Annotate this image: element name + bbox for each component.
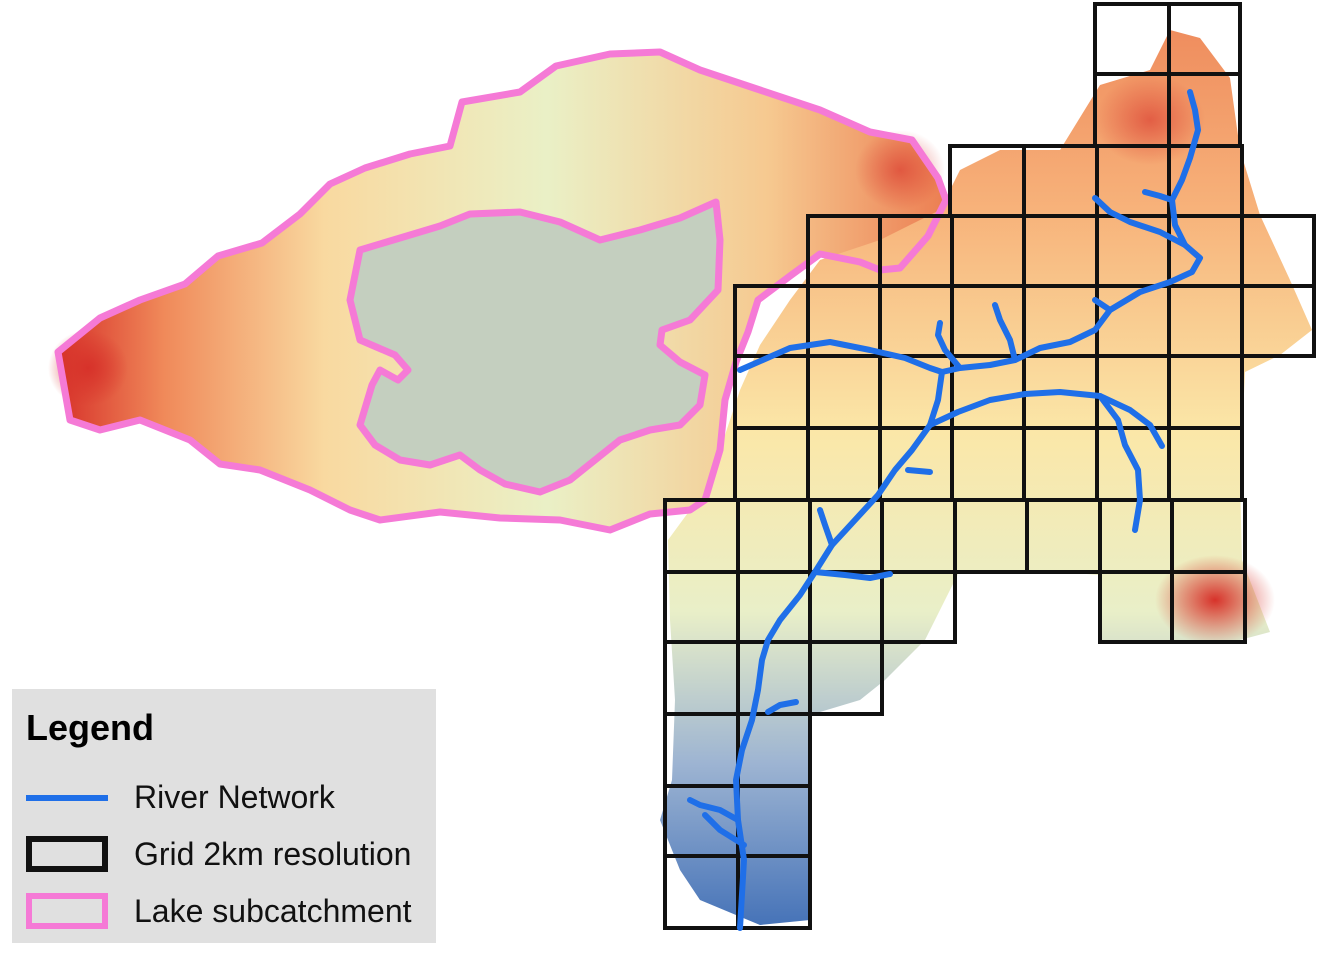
river-tributary-north [1092, 195, 1188, 248]
river-tributary-central-2 [935, 320, 963, 371]
river-tributary-outlet [687, 797, 741, 823]
river-main-stem [733, 389, 1165, 931]
highland-west [48, 330, 128, 406]
river-tributary-south-2 [812, 569, 893, 581]
river-network [687, 89, 1203, 931]
river-tributary-northwest [737, 339, 945, 375]
grid-cell [808, 640, 884, 716]
east-catchment-elevation [660, 30, 1312, 925]
lake-subcatchment-inner [346, 198, 724, 496]
lake-subcatchment-box-icon [26, 893, 108, 929]
grid-cell [880, 570, 957, 644]
legend-item-lake-subcatchment: Lake subcatchment [22, 889, 432, 935]
river-tributary-east [1092, 297, 1113, 313]
river-tributary-outlet-2 [702, 812, 747, 848]
river-tributary-south-3 [905, 467, 933, 475]
river-tributary-central [992, 302, 1018, 363]
highland-north [1095, 75, 1205, 165]
grid-cell [736, 854, 812, 930]
legend-item-grid: Grid 2km resolution [22, 832, 432, 878]
river-network-line-icon [26, 795, 108, 801]
river-tributary-southeast [1097, 393, 1143, 533]
grid-cell [1170, 570, 1247, 644]
grid-2km [663, 2, 1316, 930]
legend-label-river-network: River Network [134, 779, 335, 815]
grid-cell [1240, 284, 1316, 358]
legend-panel: Legend River Network Grid 2km resolution… [12, 689, 436, 943]
grid-box-icon [26, 836, 108, 872]
legend-label-lake-subcatchment: Lake subcatchment [134, 893, 412, 929]
lake-surface [350, 202, 720, 492]
river-tributary-lower [765, 699, 799, 715]
legend-label-grid: Grid 2km resolution [134, 836, 412, 872]
legend-item-river-network: River Network [22, 775, 432, 821]
river-tributary-north-2 [1142, 189, 1175, 203]
river-tributary-upper [927, 89, 1203, 428]
legend-title: Legend [26, 707, 155, 748]
river-tributary-south [817, 507, 835, 548]
